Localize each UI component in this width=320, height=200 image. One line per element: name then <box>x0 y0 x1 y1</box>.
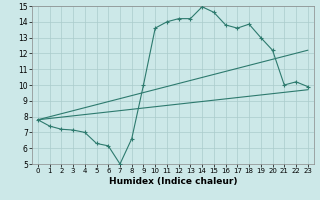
X-axis label: Humidex (Indice chaleur): Humidex (Indice chaleur) <box>108 177 237 186</box>
